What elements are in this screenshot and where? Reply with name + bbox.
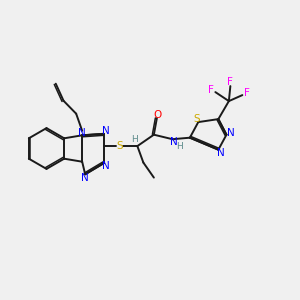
Text: F: F bbox=[244, 88, 250, 98]
Text: N: N bbox=[102, 126, 110, 136]
Text: N: N bbox=[170, 137, 178, 147]
Text: F: F bbox=[227, 77, 233, 87]
Text: S: S bbox=[194, 114, 200, 124]
Text: S: S bbox=[116, 141, 123, 151]
Text: H: H bbox=[176, 142, 182, 151]
Text: N: N bbox=[227, 128, 235, 138]
Text: N: N bbox=[78, 128, 86, 138]
Text: O: O bbox=[153, 110, 162, 120]
Text: N: N bbox=[102, 161, 110, 171]
Text: N: N bbox=[81, 173, 88, 184]
Text: N: N bbox=[218, 148, 225, 158]
Text: H: H bbox=[132, 135, 138, 144]
Text: F: F bbox=[208, 85, 214, 95]
